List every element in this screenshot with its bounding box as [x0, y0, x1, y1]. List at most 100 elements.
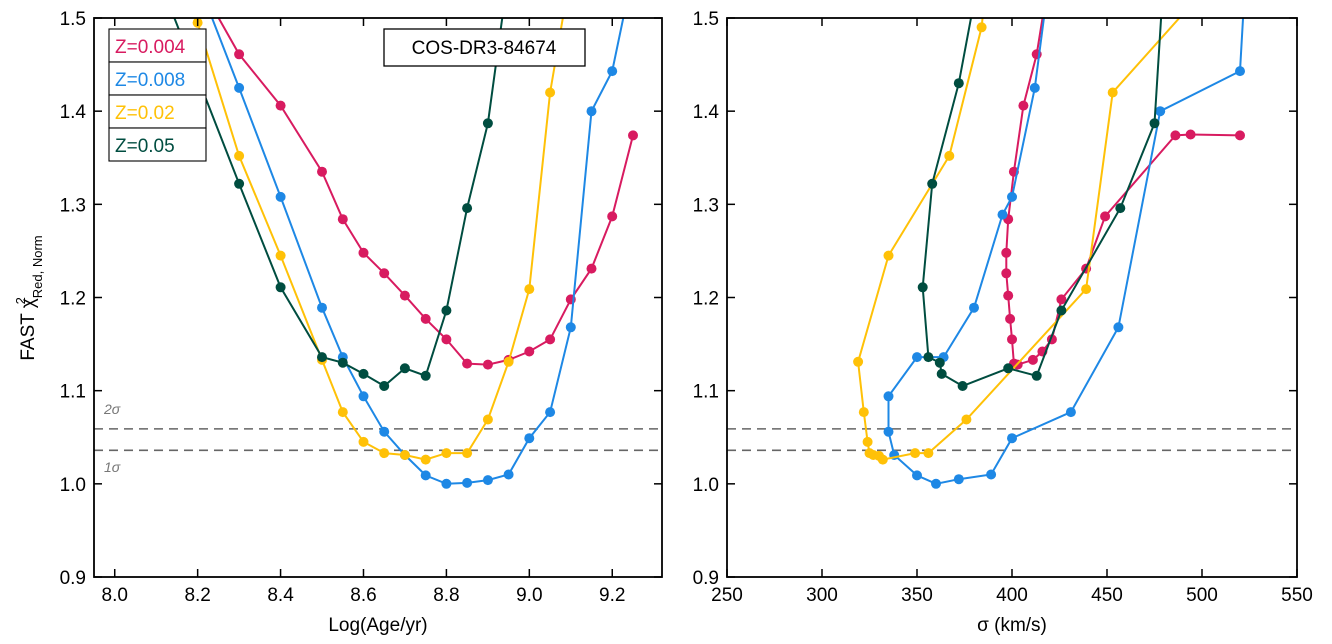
- annotation-box: COS-DR3-84674: [383, 28, 586, 67]
- left-series-0-point-2: [275, 100, 286, 111]
- left-series-0-point-1: [234, 49, 245, 60]
- right-series-1-point-6: [912, 352, 922, 363]
- right-series-3-point-9: [1031, 370, 1042, 381]
- left-series-1-point-3: [317, 302, 327, 313]
- left-series-0-point-9: [441, 334, 452, 345]
- right-series-line-3: [921, 18, 1163, 388]
- left-series-0-point-6: [379, 268, 390, 279]
- left-xtick-label-0: 8.0: [102, 585, 128, 606]
- left-series-2-point-1: [234, 150, 245, 161]
- left-series-2-point-11: [482, 414, 493, 425]
- annotation-frame: [383, 28, 586, 67]
- right-xtick-label-4: 450: [1091, 585, 1123, 606]
- right-xtick-label-2: 350: [901, 585, 933, 606]
- left-series-0-point-14: [545, 334, 556, 345]
- right-series-0-point-19: [1185, 129, 1196, 140]
- left-ytick-label-5: 1.4: [60, 102, 87, 123]
- left-series-0-point-16: [586, 263, 597, 274]
- left-panel: 8.0 8.2 8.4 8.6 8.8 9.0 9.2 0.9 1.0 1.1 1.2 1.3 1.4 1…: [60, 9, 663, 606]
- right-ytick-label-6: 1.5: [693, 9, 719, 30]
- left-series-1-point-8: [420, 470, 431, 481]
- right-series-1-point-4: [969, 302, 979, 313]
- left-series-0-point-3: [317, 166, 327, 177]
- legend-box-3: [108, 127, 207, 162]
- right-series-1-point-8: [883, 426, 894, 437]
- right-series-3-point-11: [1115, 203, 1126, 214]
- right-ytick-label-0: 0.9: [693, 568, 719, 589]
- right-series-2-point-6: [862, 436, 873, 447]
- right-series-2-point-15: [1107, 87, 1118, 98]
- left-series-0-point-11: [482, 359, 493, 370]
- legend-box-1: [108, 61, 207, 96]
- left-series-3-point-1: [234, 178, 245, 189]
- sigma2-label: 2σ: [103, 401, 121, 417]
- legend-box-2: [108, 94, 207, 129]
- left-series-1-point-6: [379, 426, 390, 437]
- left-series-2-point-5: [358, 436, 369, 447]
- right-series-2-point-13: [961, 414, 972, 425]
- left-series-3-point-10: [462, 203, 473, 214]
- left-series-3-point-11: [482, 118, 493, 129]
- right-series-0-point-20: [1235, 130, 1245, 141]
- right-series-line-2: [857, 18, 1181, 461]
- right-series-1-point-14: [1007, 433, 1017, 444]
- right-series-2-point-10: [877, 454, 888, 465]
- right-series-1-point-1: [1029, 82, 1040, 93]
- right-series-0-point-17: [1100, 211, 1111, 222]
- left-series-1-point-15: [565, 322, 576, 333]
- right-panel: 250 300 350 400 450 500 550 0.9 1.0 1.1 1.2 1.3 1.4 1…: [693, 9, 1313, 606]
- legend: Z=0.004 Z=0.008 Z=0.02 Z=0.05: [108, 28, 207, 162]
- left-series-3-point-2: [275, 282, 286, 293]
- right-series-1-point-11: [931, 478, 941, 489]
- legend-label-2: Z=0.02: [115, 103, 175, 124]
- left-series-2-point-9: [441, 448, 452, 459]
- left-series-1-point-10: [462, 477, 473, 488]
- left-series-0-point-13: [524, 346, 535, 357]
- left-series-1-point-12: [503, 469, 514, 480]
- left-xtick-label-4: 8.8: [433, 585, 459, 606]
- right-series-2-point-5: [858, 407, 869, 418]
- left-series-line-2: [196, 18, 564, 461]
- left-xtick-label-3: 8.6: [350, 585, 376, 606]
- right-ytick-label-1: 1.0: [693, 475, 719, 496]
- left-ytick-label-4: 1.3: [60, 195, 86, 216]
- right-series-2-point-11: [910, 448, 921, 459]
- left-xtick-label-5: 9.0: [516, 585, 542, 606]
- left-series-2-point-6: [379, 448, 390, 459]
- left-series-2-point-8: [420, 454, 431, 465]
- left-series-1-point-17: [607, 66, 618, 77]
- right-series-1-point-7: [883, 391, 894, 402]
- left-ytick-label-6: 1.5: [60, 9, 86, 30]
- right-series-0-point-5: [1001, 247, 1012, 258]
- y-axis-title: FAST χRed, Norm2: [13, 235, 45, 360]
- left-ytick-label-0: 0.9: [60, 568, 86, 589]
- left-series-1-point-16: [586, 106, 597, 117]
- left-series-3-point-8: [420, 370, 431, 381]
- left-series-1-point-14: [545, 407, 556, 418]
- left-ytick-label-3: 1.2: [60, 289, 86, 310]
- right-ytick-label-3: 1.2: [693, 289, 719, 310]
- right-series-1-point-16: [1113, 322, 1124, 333]
- right-xtick-label-6: 550: [1281, 585, 1313, 606]
- legend-label-0: Z=0.004: [115, 37, 186, 58]
- right-series-1-point-3: [997, 209, 1008, 220]
- right-xtick-label-0: 250: [711, 585, 743, 606]
- right-series-1-point-12: [953, 474, 964, 485]
- left-series-1-point-5: [358, 391, 369, 402]
- left-series-0-point-4: [337, 214, 348, 225]
- left-series-1-point-9: [441, 478, 452, 489]
- right-series-3-point-7: [957, 381, 968, 391]
- right-xtick-label-1: 300: [806, 585, 838, 606]
- right-series-3-point-2: [927, 178, 938, 189]
- right-series-2-point-12: [923, 448, 934, 459]
- right-ytick-label-5: 1.4: [693, 102, 720, 123]
- left-series-0-point-18: [628, 130, 638, 141]
- right-series-2-point-14: [1081, 284, 1092, 295]
- left-xtick-label-1: 8.2: [184, 585, 210, 606]
- right-series-0-point-9: [1007, 334, 1017, 345]
- right-series-3-point-3: [917, 282, 928, 293]
- right-series-0-point-15: [1056, 294, 1067, 305]
- left-series-2-point-7: [399, 450, 410, 460]
- left-series-2-point-10: [462, 448, 473, 459]
